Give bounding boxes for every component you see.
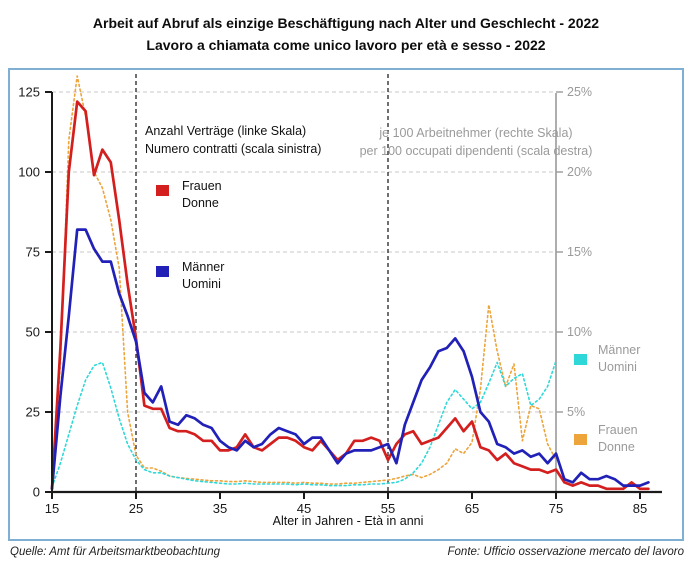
legend-frauen-right-it: Donne: [598, 439, 635, 454]
left-axis-legend: Anzahl Verträge (linke Skala) Numero con…: [145, 122, 321, 158]
legend-maenner-left-it: Uomini: [182, 276, 221, 291]
title-line-it: Lavoro a chiamata come unico lavoro per …: [146, 37, 546, 54]
x-axis-label-75: 75: [549, 501, 563, 516]
left-axis-label-25: 25: [26, 405, 40, 420]
series-frauen-right: [51, 75, 557, 485]
legend-swatch-frauen-right: [574, 434, 587, 445]
legend-maenner-left: Männer Uomini: [182, 259, 224, 293]
legend-frauen-left: Frauen Donne: [182, 178, 222, 212]
x-axis-label-65: 65: [465, 501, 479, 516]
x-axis-title: Alter in Jahren - Età in anni: [272, 514, 424, 528]
chart-svg: 5% 10% 15% 20% 25% 0 25 50 75 100 125 15 25 35 45 55 65 7…: [18, 74, 662, 516]
right-axis-label-25: 25%: [567, 85, 592, 99]
source-left: Quelle: Amt für Arbeitsmarktbeobachtung: [10, 546, 221, 558]
right-axis-label-10: 10%: [567, 325, 592, 339]
left-axis-label-50: 50: [26, 325, 40, 340]
right-axis-legend-de: je 100 Arbeitnehmer (rechte Skala): [379, 126, 573, 140]
left-axis-label-0: 0: [33, 485, 40, 500]
legend-frauen-right-de: Frauen: [598, 423, 638, 437]
left-axis-label-125: 125: [18, 85, 40, 100]
x-axis-label-85: 85: [633, 501, 647, 516]
right-axis-label-20: 20%: [567, 165, 592, 179]
right-axis-label-5: 5%: [567, 405, 585, 419]
legend-maenner-right-de: Männer: [598, 343, 641, 357]
left-axis-legend-it: Numero contratti (scala sinistra): [145, 142, 322, 157]
right-axis-legend: je 100 Arbeitnehmer (rechte Skala) per 1…: [330, 124, 622, 160]
legend-maenner-right-it: Uomini: [598, 359, 637, 374]
legend-frauen-left-it: Donne: [182, 195, 219, 210]
legend-maenner-right: Männer Uomini: [598, 342, 640, 376]
left-axis-legend-de: Anzahl Verträge (linke Skala): [145, 124, 307, 138]
x-axis-label-25: 25: [129, 501, 143, 516]
x-axis-label-15: 15: [45, 501, 59, 516]
x-axis-label-45: 45: [297, 501, 311, 516]
legend-frauen-left-de: Frauen: [182, 179, 222, 193]
right-axis-legend-it: per 100 occupati dipendenti (scala destr…: [359, 144, 593, 159]
x-axis-label-55: 55: [381, 501, 395, 516]
chart-title: Arbeit auf Abruf als einzige Beschäftigu…: [0, 12, 692, 57]
legend-swatch-maenner-left: [156, 266, 169, 277]
title-line-de: Arbeit auf Abruf als einzige Beschäftigu…: [92, 15, 600, 31]
series-männer-right: [51, 360, 557, 488]
series-männer-left: [50, 228, 650, 491]
chart-frame: 5% 10% 15% 20% 25% 0 25 50 75 100 125 15 25 35 45 55 65 7…: [8, 68, 684, 541]
source-right: Fonte: Ufficio osservazione mercato del …: [447, 546, 685, 558]
left-axis-label-100: 100: [18, 165, 40, 180]
x-axis-label-35: 35: [213, 501, 227, 516]
series-frauen-left: [50, 100, 650, 491]
legend-swatch-frauen-left: [156, 185, 169, 196]
legend-swatch-maenner-right: [574, 354, 587, 365]
right-axis-label-15: 15%: [567, 245, 592, 259]
legend-maenner-left-de: Männer: [182, 260, 225, 274]
left-axis-label-75: 75: [26, 245, 40, 260]
legend-frauen-right: Frauen Donne: [598, 422, 638, 456]
